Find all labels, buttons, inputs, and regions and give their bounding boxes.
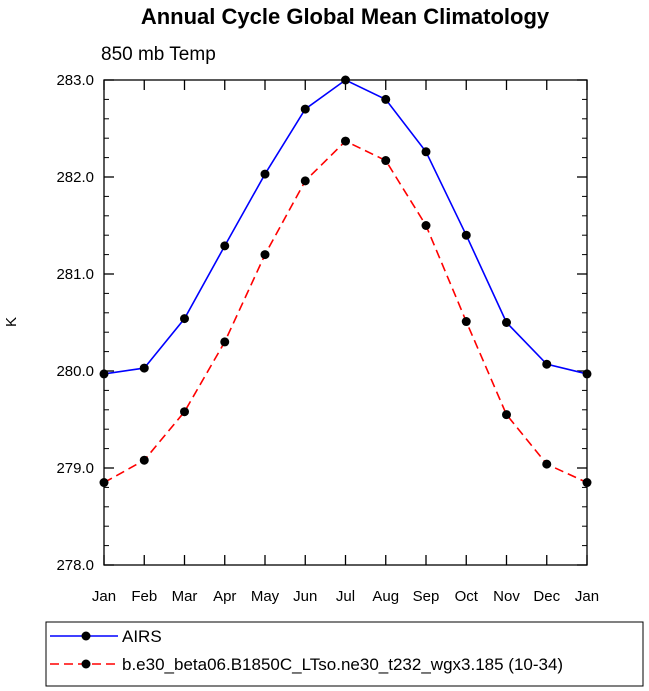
y-tick-label: 282.0 (56, 169, 94, 186)
x-tick-label: Jan (575, 588, 599, 605)
x-tick-label: May (251, 588, 280, 605)
data-point (139, 455, 149, 465)
data-point (180, 407, 189, 417)
data-point (461, 317, 471, 327)
x-tick-label: Aug (372, 588, 399, 605)
data-point (542, 459, 552, 469)
legend-item: b.e30_beta06.B1850C_LTso.ne30_t232_wgx3.… (50, 655, 563, 674)
data-point (461, 230, 471, 240)
data-point (220, 337, 230, 347)
data-point (381, 156, 391, 166)
axis-ticks (103, 79, 588, 566)
data-point (502, 318, 511, 327)
data-point (502, 410, 511, 420)
y-axis-label: K (3, 317, 20, 327)
data-point (421, 221, 431, 230)
data-point (582, 478, 592, 488)
legend: AIRS b.e30_beta06.B1850C_LTso.ne30_t232_w… (45, 621, 644, 687)
y-tick-label: 278.0 (56, 557, 94, 574)
legend-label: AIRS (122, 627, 162, 646)
data-point (341, 136, 350, 146)
data-point (341, 75, 350, 85)
y-tick-label: 281.0 (56, 266, 94, 283)
data-point (381, 94, 391, 104)
data-point (139, 363, 149, 373)
x-tick-label: Apr (213, 588, 236, 605)
x-tick-label: Nov (493, 588, 520, 605)
series-line (103, 79, 588, 375)
x-tick-labels: Jan Feb Mar Apr May Jun Jul Aug Sep Oct Nov Dec Jan (92, 588, 599, 605)
data-point (260, 250, 270, 260)
x-tick-label: Jul (336, 588, 355, 605)
legend-box (45, 621, 644, 687)
plot-frame (103, 79, 588, 566)
legend-label: b.e30_beta06.B1850C_LTso.ne30_t232_wgx3.… (122, 655, 563, 674)
data-point (300, 176, 310, 186)
series-1 (99, 75, 592, 379)
x-tick-label: Dec (533, 588, 560, 605)
x-tick-label: Mar (172, 588, 198, 605)
data-point (542, 359, 552, 369)
data-point (220, 241, 230, 251)
legend-items: AIRS b.e30_beta06.B1850C_LTso.ne30_t232_w… (50, 627, 563, 674)
data-point (260, 169, 270, 179)
x-tick-label: Jun (293, 588, 317, 605)
series-line (103, 140, 588, 484)
data-point (582, 369, 592, 379)
y-tick-label: 279.0 (56, 460, 94, 477)
x-tick-label: Feb (131, 588, 157, 605)
series-2 (99, 136, 592, 488)
y-tick-labels: 278.0 279.0 280.0 281.0 282.0 283.0 (56, 72, 94, 574)
legend-marker (81, 631, 91, 641)
chart-subtitle: 850 mb Temp (101, 44, 216, 65)
legend-marker (81, 659, 91, 669)
y-tick-label: 280.0 (56, 363, 94, 380)
data-point (421, 147, 431, 157)
chart-title: Annual Cycle Global Mean Climatology (141, 4, 550, 29)
legend-item: AIRS (50, 627, 162, 646)
data-point (99, 369, 109, 379)
x-tick-label: Jan (92, 588, 116, 605)
data-point (180, 314, 189, 324)
data-point (99, 478, 109, 488)
data-point (300, 104, 310, 114)
x-tick-label: Sep (413, 588, 440, 605)
y-tick-label: 283.0 (56, 72, 94, 89)
x-tick-label: Oct (455, 588, 479, 605)
series-layer (99, 75, 592, 488)
